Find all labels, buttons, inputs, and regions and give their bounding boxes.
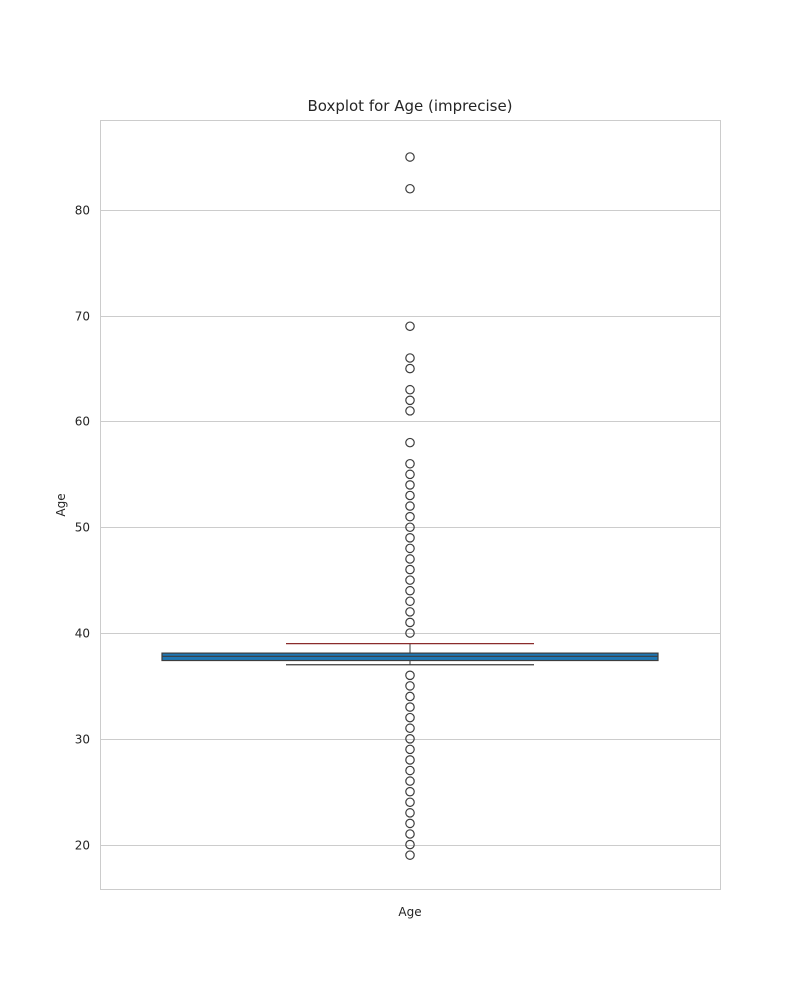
outlier-point	[405, 522, 415, 533]
outlier-point	[405, 850, 415, 860]
y-tick-label: 20	[75, 839, 90, 853]
outlier-point	[405, 511, 415, 522]
y-axis-label: Age	[54, 493, 68, 516]
outlier-point	[405, 765, 415, 776]
outlier-point	[405, 617, 415, 628]
outlier-point	[405, 564, 415, 575]
outlier-point	[405, 755, 415, 765]
outlier-point	[405, 183, 415, 194]
outlier-point	[405, 839, 415, 850]
outlier-point	[405, 437, 415, 448]
outlier-point	[405, 458, 415, 469]
y-tick-label: 60	[75, 415, 90, 429]
outlier-point	[405, 681, 415, 691]
plot-frame	[100, 120, 721, 890]
y-tick-label: 50	[75, 521, 90, 535]
outlier-point	[405, 533, 415, 543]
outlier-point	[405, 353, 415, 363]
x-axis-label: Age	[398, 905, 421, 919]
outlier-point	[405, 702, 415, 712]
outlier-point	[405, 469, 415, 480]
outlier-point	[405, 321, 415, 332]
outlier-points	[405, 152, 415, 860]
y-tick-label: 40	[75, 627, 90, 641]
outlier-point	[405, 723, 415, 734]
y-tick-label: 70	[75, 310, 90, 324]
outlier-point	[405, 628, 415, 638]
outlier-point	[405, 490, 415, 501]
outlier-point	[405, 152, 415, 162]
outlier-point	[405, 480, 415, 490]
outlier-point	[405, 776, 415, 786]
outlier-point	[405, 363, 415, 374]
outlier-point	[405, 670, 415, 681]
y-tick-labels: 20 30 40 50 60 70 80	[75, 204, 90, 853]
box-group	[161, 642, 659, 666]
y-tick-label: 30	[75, 733, 90, 747]
outlier-point	[405, 818, 415, 829]
outlier-point	[405, 733, 415, 744]
outlier-point	[405, 384, 415, 395]
outlier-point	[405, 543, 415, 554]
outlier-point	[405, 395, 415, 406]
outlier-point	[405, 575, 415, 585]
outlier-point	[405, 554, 415, 564]
outlier-point	[405, 596, 415, 607]
y-tick-label: 80	[75, 204, 90, 218]
outlier-point	[405, 406, 415, 416]
outlier-point	[405, 712, 415, 723]
outlier-point	[405, 808, 415, 818]
outlier-point	[405, 691, 415, 702]
outlier-point	[405, 797, 415, 808]
outlier-point	[405, 501, 415, 511]
grid-lines	[100, 210, 720, 846]
chart-title: Boxplot for Age (imprecise)	[307, 97, 512, 115]
outlier-point	[405, 829, 415, 839]
outlier-point	[405, 744, 415, 755]
outlier-point	[405, 585, 415, 596]
outlier-point	[405, 786, 415, 797]
outlier-point	[405, 607, 415, 617]
